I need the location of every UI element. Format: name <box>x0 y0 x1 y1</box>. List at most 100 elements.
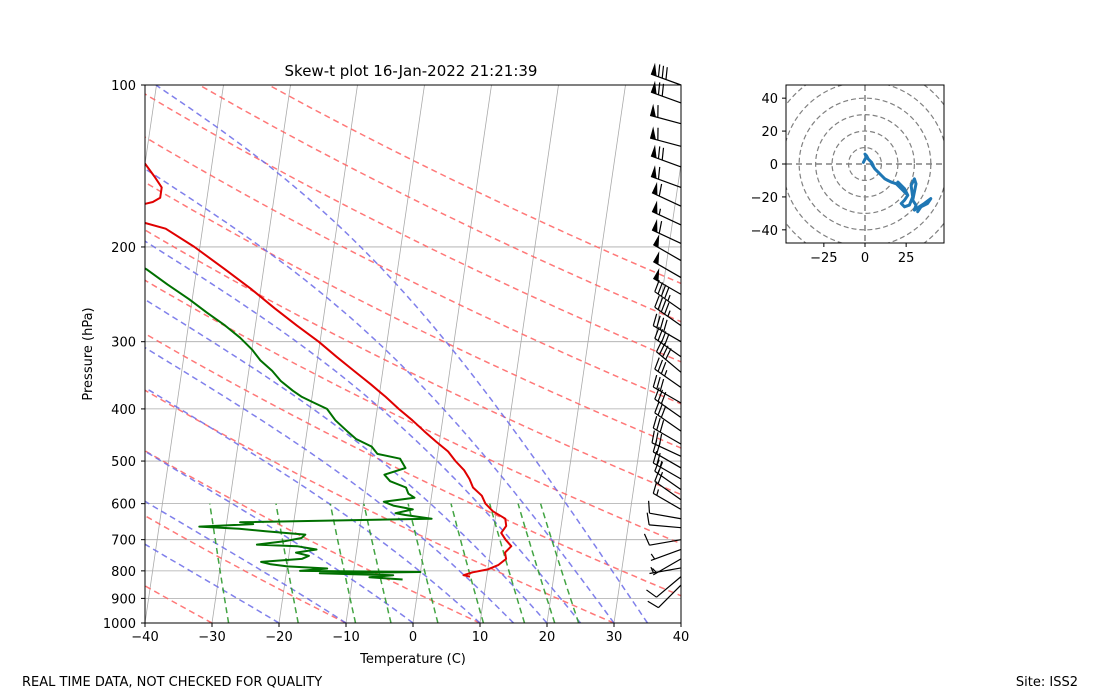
y-tick-label: 100 <box>111 79 136 94</box>
wind-barb <box>648 500 682 520</box>
isotherm-line <box>145 85 224 623</box>
skew-t-chart: −40 −30 −20 −10 0 10 20 30 40 100 200 300 400 500 600 7… <box>0 62 689 667</box>
moist-adiabat-line <box>145 386 481 623</box>
mixing-ratio-line <box>209 503 230 623</box>
y-tick-label: 700 <box>111 534 136 549</box>
wind-barb <box>647 584 682 609</box>
mixing-ratio-line <box>407 503 439 623</box>
dry-adiabat-line <box>268 85 681 285</box>
temperature-trace <box>145 161 513 578</box>
x-tick-label: −20 <box>265 630 292 645</box>
hodograph-chart: −25 0 25 40 20 0 −20 −40 <box>751 84 945 266</box>
hodograph-x-tick-label: 0 <box>861 251 869 266</box>
wind-barb <box>650 165 682 188</box>
wind-barb <box>652 234 682 262</box>
isotherm-line <box>345 85 425 623</box>
wind-barb <box>643 533 682 546</box>
dry-adiabat-line <box>145 449 481 623</box>
y-tick-label: 1000 <box>103 617 136 632</box>
wind-barb <box>655 340 682 373</box>
y-tick-label: 500 <box>111 455 136 470</box>
moist-adiabat-line <box>145 167 615 623</box>
isotherm-line <box>613 161 681 623</box>
mixing-ratio-line <box>539 503 580 623</box>
wind-barb <box>651 200 682 226</box>
hodograph-y-tick-label: 40 <box>761 92 778 107</box>
dewpoint-trace <box>145 267 433 581</box>
y-tick-label: 400 <box>111 403 136 418</box>
y-tick-label: 900 <box>111 592 136 607</box>
x-tick-label: 40 <box>673 630 690 645</box>
wind-barb <box>654 469 682 501</box>
wind-barb <box>654 357 682 389</box>
moist-adiabat-line <box>145 450 414 623</box>
wind-barb <box>652 267 682 295</box>
y-tick-label: 300 <box>111 336 136 351</box>
wind-barb <box>650 548 682 561</box>
wind-barb <box>652 374 682 404</box>
wind-barb <box>654 401 682 432</box>
hodograph-trace <box>861 152 933 214</box>
moist-adiabat-line <box>145 240 582 623</box>
x-tick-label: −10 <box>332 630 359 645</box>
x-tick-label: 10 <box>472 630 489 645</box>
wind-barb <box>646 512 682 529</box>
mixing-ratio-line <box>450 503 485 623</box>
wind-barb <box>651 181 682 207</box>
wind-barbs <box>643 62 682 609</box>
hodograph-y-tick-label: −20 <box>751 191 778 206</box>
moist-adiabat-line <box>145 346 515 623</box>
wind-barb <box>651 219 682 244</box>
moist-adiabat-line <box>145 543 280 623</box>
isotherm-line <box>680 620 681 623</box>
wind-barb <box>649 566 682 575</box>
dry-adiabat-line <box>145 332 681 597</box>
moist-adiabat-line <box>155 85 649 623</box>
x-tick-label: 20 <box>539 630 556 645</box>
x-tick-label: 30 <box>606 630 623 645</box>
wind-barb <box>652 313 682 343</box>
x-tick-label: −40 <box>131 630 158 645</box>
x-axis-label: Temperature (C) <box>359 652 466 667</box>
hodograph-x-tick-label: 25 <box>898 251 915 266</box>
mixing-ratio-line <box>363 503 392 623</box>
chart-title: Skew-t plot 16-Jan-2022 21:21:39 <box>285 62 538 80</box>
wind-barb <box>649 126 682 147</box>
dry-adiabat-line <box>145 514 347 623</box>
isotherm-line <box>546 85 626 623</box>
hodograph-y-tick-label: 20 <box>761 125 778 140</box>
x-tick-label: 0 <box>409 630 417 645</box>
mixing-ratio-line <box>488 503 526 623</box>
isotherm-line <box>479 85 559 623</box>
wind-barb <box>652 251 682 279</box>
y-tick-label: 800 <box>111 565 136 580</box>
wind-barb <box>652 439 682 469</box>
moist-adiabat-line <box>145 500 347 623</box>
hodograph-ring <box>815 114 915 214</box>
hodograph-y-tick-label: −40 <box>751 224 778 239</box>
skew-t-axes: −40 −30 −20 −10 0 10 20 30 40 100 200 300 400 500 600 7… <box>103 79 689 645</box>
wind-barb <box>652 416 682 445</box>
hodograph-x-tick-label: −25 <box>810 251 837 266</box>
wind-barb <box>650 80 682 104</box>
isotherm-line <box>211 85 291 623</box>
dry-adiabat-line <box>145 181 681 449</box>
wind-barb <box>646 576 682 598</box>
hodograph-y-tick-label: 0 <box>770 158 778 173</box>
y-axis-label: Pressure (hPa) <box>81 307 96 400</box>
mixing-ratio-line <box>275 503 299 623</box>
mixing-ratio-line <box>517 503 556 623</box>
site-label: Site: ISS2 <box>1016 675 1078 690</box>
wind-barb <box>649 103 682 125</box>
dry-adiabat-line <box>145 389 615 623</box>
skew-t-plot-area <box>0 85 681 623</box>
dry-adiabat-line <box>145 584 213 623</box>
wind-barb <box>650 144 682 168</box>
isotherm-line <box>0 85 23 623</box>
y-tick-label: 200 <box>111 241 136 256</box>
hodograph-plot-area <box>786 85 944 243</box>
wind-barb <box>650 62 682 86</box>
wind-barb <box>652 481 682 510</box>
y-tick-label: 600 <box>111 498 136 513</box>
